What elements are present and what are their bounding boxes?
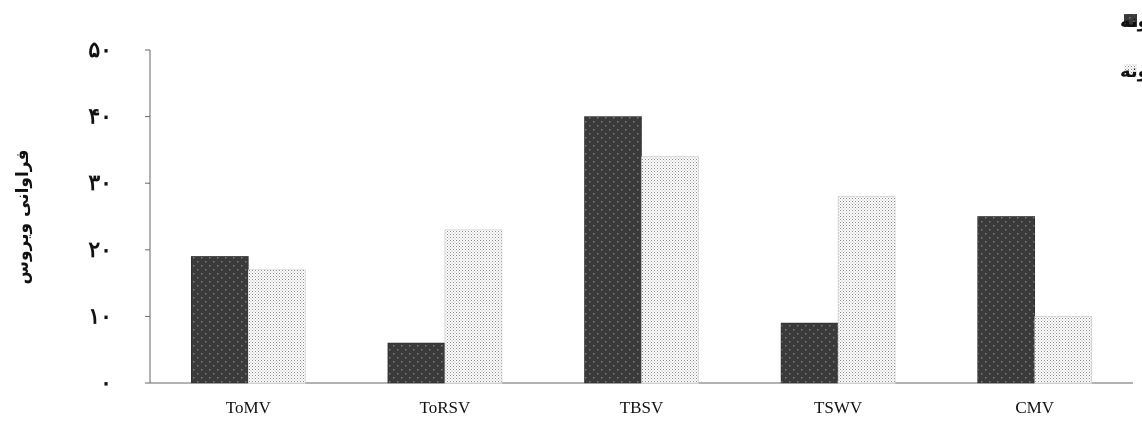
x-tick-label-cmv: CMV [1015, 398, 1054, 417]
legend: بجنورد ۲۰۰ نمونه شیروان ۲۰۰ نمونه [1120, 11, 1142, 82]
x-tick-label-tbsv: TBSV [620, 398, 664, 417]
bar-cmv-series-1 [977, 216, 1036, 384]
bar-tbsv-series-1 [584, 116, 642, 384]
x-ticks: ToMV ToRSV TBSV TSWV CMV [226, 398, 1055, 417]
legend-label-series-2: شیروان ۲۰۰ نمونه [1120, 61, 1142, 82]
bar-tswv-series-2 [837, 196, 896, 384]
y-tick-label: ۴۰ [88, 104, 112, 130]
y-tick-label: ۰ [100, 370, 112, 396]
y-tick-label: ۱۰ [88, 303, 112, 329]
bars [191, 116, 1092, 384]
y-tick-label: ۲۰ [88, 237, 112, 263]
y-ticks: ۰ ۱۰ ۲۰ ۳۰ ۴۰ ۵۰ [88, 37, 150, 396]
x-tick-label-tswv: TSWV [814, 398, 863, 417]
x-tick-label-tomv: ToMV [226, 398, 272, 417]
bar-tbsv-series-2 [641, 156, 699, 384]
legend-label-series-1: بجنورد ۲۰۰ نمونه [1120, 11, 1142, 32]
legend-swatch-series-2 [1124, 64, 1137, 77]
bar-torsv-series-1 [387, 342, 446, 384]
y-tick-label: ۳۰ [88, 170, 112, 196]
bar-cmv-series-2 [1034, 316, 1092, 384]
bar-torsv-series-2 [444, 229, 503, 384]
bar-tomv-series-2 [248, 269, 306, 384]
bar-tswv-series-1 [780, 322, 839, 384]
y-tick-label: ۵۰ [88, 37, 112, 63]
legend-swatch-series-1 [1124, 14, 1137, 27]
y-axis-label: فراوانی ویروس [13, 150, 33, 285]
x-tick-label-torsv: ToRSV [420, 398, 471, 417]
bar-tomv-series-1 [191, 256, 249, 384]
